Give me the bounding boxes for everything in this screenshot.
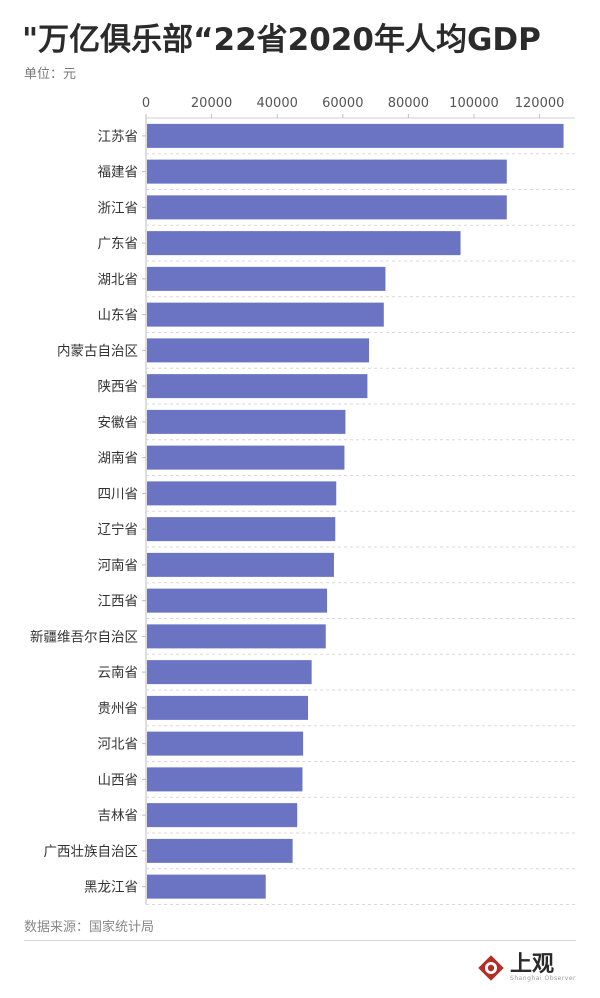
category-label: 辽宁省 <box>98 521 139 538</box>
bar-新疆维吾尔自治区 <box>147 624 326 649</box>
bar-辽宁省 <box>147 517 336 542</box>
bar-云南省 <box>147 660 312 685</box>
category-label: 浙江省 <box>98 200 139 216</box>
bar-河北省 <box>147 731 304 756</box>
category-label: 黑龙江省 <box>84 880 138 896</box>
bar-陕西省 <box>147 374 368 399</box>
category-label: 贵州省 <box>98 701 139 717</box>
bar-河南省 <box>147 552 334 577</box>
bar-广东省 <box>147 231 461 256</box>
category-label: 河南省 <box>98 558 139 574</box>
bar-广西壮族自治区 <box>147 838 293 863</box>
bar-福建省 <box>147 159 507 184</box>
logo-name: 上观 <box>510 951 555 977</box>
bar-黑龙江省 <box>147 874 266 899</box>
category-label: 新疆维吾尔自治区 <box>30 629 138 645</box>
bar-江西省 <box>147 588 328 613</box>
logo-mark-icon <box>478 954 504 981</box>
bar-山西省 <box>147 767 303 792</box>
category-label: 陕西省 <box>98 379 139 395</box>
logo-subtitle: Shanghai Observer <box>510 975 576 982</box>
x-tick-label: 100000 <box>449 96 499 111</box>
bar-四川省 <box>147 481 337 506</box>
bar-贵州省 <box>147 695 309 720</box>
x-tick-label: 60000 <box>322 96 363 111</box>
bar-湖南省 <box>147 445 345 470</box>
bar-吉林省 <box>147 803 298 828</box>
x-tick-label: 40000 <box>257 96 298 111</box>
category-label: 安徽省 <box>98 415 139 431</box>
category-label: 江西省 <box>98 594 139 610</box>
category-label: 四川省 <box>98 486 139 502</box>
x-tick-label: 0 <box>142 96 150 111</box>
category-label: 广东省 <box>98 236 139 252</box>
unit-label: 单位：元 <box>24 67 77 82</box>
category-label: 河北省 <box>98 737 139 753</box>
category-label: 吉林省 <box>98 808 139 824</box>
category-label: 云南省 <box>98 665 139 681</box>
category-label: 福建省 <box>98 165 139 181</box>
bar-湖北省 <box>147 266 386 291</box>
x-tick-label: 20000 <box>191 96 232 111</box>
x-tick-labels: 0 20000 40000 60000 80000 100000 120000 <box>142 96 565 118</box>
category-label: 广西壮族自治区 <box>44 844 139 860</box>
category-labels: 江苏省福建省浙江省广东省湖北省山东省内蒙古自治区陕西省安徽省湖南省四川省辽宁省河… <box>30 129 138 896</box>
category-label: 湖南省 <box>98 451 139 467</box>
bar-江苏省 <box>147 123 564 148</box>
bar-安徽省 <box>147 409 346 434</box>
x-tick-label: 120000 <box>515 96 565 111</box>
x-tick-label: 80000 <box>388 96 429 111</box>
grid-lines <box>142 117 575 905</box>
bar-内蒙古自治区 <box>147 338 370 363</box>
bars <box>147 123 564 899</box>
chart-title: "万亿俱乐部“22省2020年人均GDP <box>22 22 541 58</box>
publisher-logo: 上观 Shanghai Observer <box>478 953 576 982</box>
source-note: 数据来源：国家统计局 <box>24 920 155 935</box>
category-label: 山东省 <box>98 308 139 324</box>
footer-divider <box>24 940 576 941</box>
bar-浙江省 <box>147 195 507 220</box>
bar-chart: 0 20000 40000 60000 80000 100000 120000 江苏省福建省… <box>30 96 575 905</box>
category-label: 江苏省 <box>98 129 139 145</box>
category-label: 山西省 <box>98 772 139 788</box>
category-label: 内蒙古自治区 <box>57 343 138 359</box>
category-label: 湖北省 <box>98 272 139 288</box>
bar-山东省 <box>147 302 384 327</box>
